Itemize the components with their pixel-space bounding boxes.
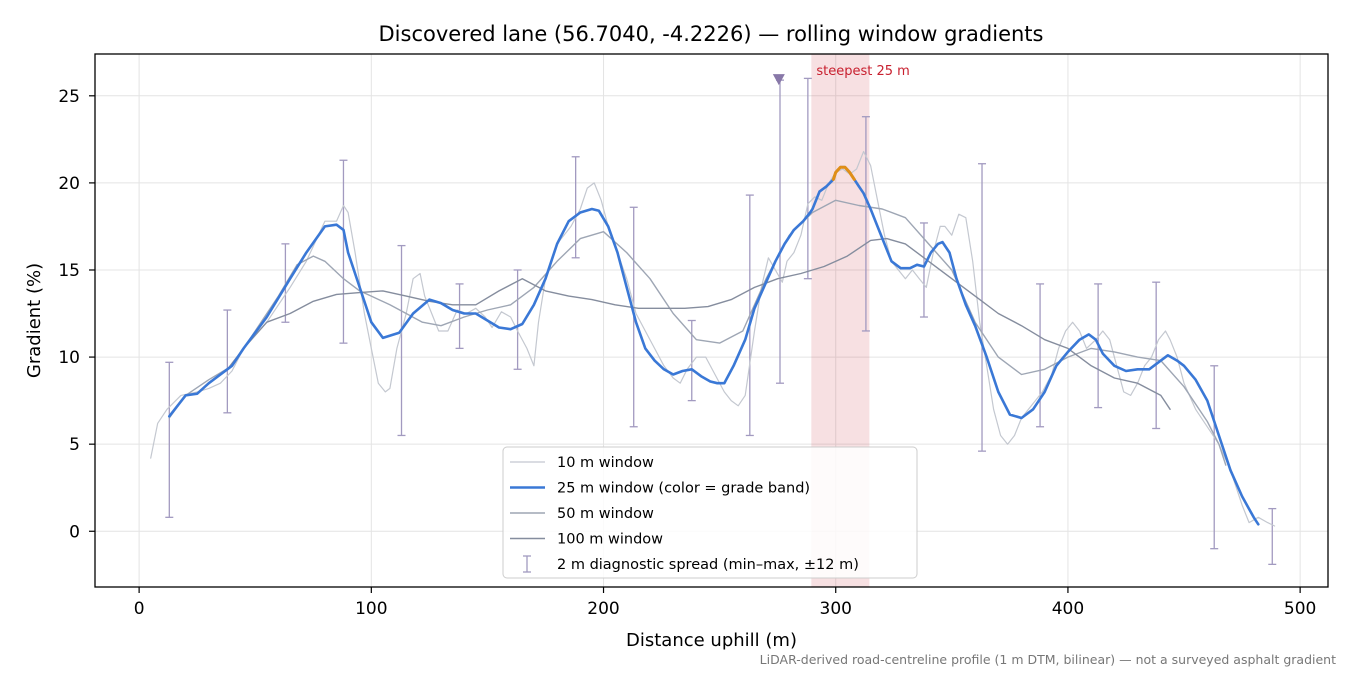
x-tick-label: 200 [587, 599, 619, 619]
errorbar [1210, 365, 1219, 550]
y-tick-label: 5 [69, 435, 80, 455]
errorbar [513, 269, 522, 370]
chart-title: Discovered lane (56.7040, -4.2226) — rol… [379, 22, 1044, 46]
y-axis-ticks: 0 5 10 15 20 25 [58, 87, 95, 542]
steepest-band-label: steepest 25 m [816, 64, 909, 79]
y-tick-label: 10 [58, 348, 80, 368]
legend-label-2: 50 m window [557, 506, 654, 522]
y-tick-label: 0 [69, 522, 80, 542]
errorbar [165, 361, 174, 518]
errorbar [223, 309, 232, 414]
x-tick-label: 100 [355, 599, 387, 619]
legend: 10 m window 25 m window (color = grade ba… [502, 446, 918, 579]
y-tick-label: 20 [58, 174, 80, 194]
errorbar [571, 156, 580, 259]
errorbar [1036, 283, 1045, 428]
legend-label-0: 10 m window [557, 455, 654, 471]
legend-box [502, 446, 918, 579]
legend-label-errorbars: 2 m diagnostic spread (min–max, ±12 m) [557, 557, 859, 573]
x-tick-label: 500 [1284, 599, 1316, 619]
series-line-2 [168, 199, 1227, 466]
errorbar [1152, 281, 1161, 430]
errorbar [776, 79, 784, 384]
steepest-segment-line [831, 165, 856, 181]
y-tick-label: 25 [58, 87, 80, 107]
errorbar [861, 116, 870, 332]
errorbar [455, 283, 464, 350]
x-tick-label: 400 [1052, 599, 1084, 619]
grid-lines [95, 54, 1328, 587]
y-axis-label: Gradient (%) [24, 263, 45, 378]
series-line-3 [226, 237, 1171, 410]
errorbar [803, 77, 812, 280]
errorbar [978, 163, 987, 452]
x-axis-label: Distance uphill (m) [626, 630, 797, 651]
x-axis-ticks: 0 100 200 300 400 500 [134, 587, 1316, 619]
errorbar [1268, 507, 1277, 566]
plot-frame [94, 53, 1329, 588]
peak-marker [772, 74, 785, 86]
y-tick-label: 15 [58, 261, 80, 281]
diagnostic-errorbars [165, 77, 1277, 566]
errorbar [339, 159, 348, 344]
peak-marker-triangle [772, 74, 785, 86]
series-lines [150, 150, 1276, 527]
x-tick-label: 300 [820, 599, 852, 619]
footnote: LiDAR-derived road-centreline profile (1… [760, 652, 1336, 667]
series-line-1 [168, 165, 1260, 526]
errorbar [687, 319, 696, 402]
x-tick-label: 0 [134, 599, 145, 619]
errorbar [397, 244, 406, 437]
legend-label-1: 25 m window (color = grade band) [557, 481, 810, 497]
legend-label-3: 100 m window [557, 532, 663, 548]
